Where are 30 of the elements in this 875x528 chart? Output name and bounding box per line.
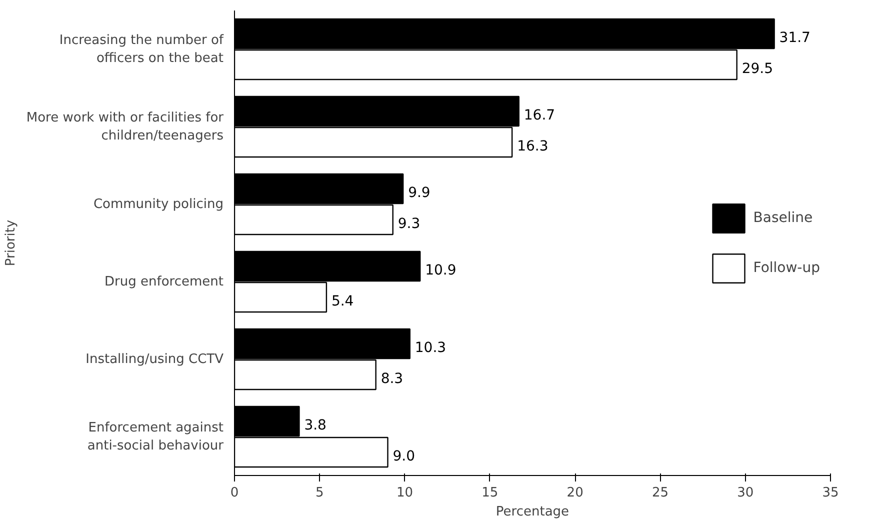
data-label: 5.4 — [331, 293, 354, 310]
y-tick-label: Installing/using CCTV — [86, 352, 224, 367]
x-tick-label: 5 — [316, 486, 324, 500]
x-tick-label: 20 — [566, 486, 584, 500]
y-tick-label: Enforcement against anti-social behaviour — [87, 420, 224, 454]
data-label: 9.3 — [398, 216, 420, 232]
x-axis-title: Percentage — [496, 504, 570, 520]
y-tick-label: Increasing the number of officers on the beat — [59, 32, 224, 66]
x-tick-label: 30 — [737, 486, 754, 500]
data-label: 9.0 — [392, 448, 416, 464]
x-tick-label: 15 — [482, 486, 498, 500]
data-label: 31.7 — [779, 30, 810, 46]
legend-label: Baseline — [753, 210, 813, 226]
y-tick-label: Drug enforcement — [104, 274, 224, 290]
x-tick-label: 35 — [822, 486, 839, 500]
data-label: 16.3 — [517, 138, 548, 154]
data-label: 3.8 — [304, 417, 326, 434]
x-tick-label: 10 — [396, 486, 414, 500]
data-label: 29.5 — [742, 60, 774, 77]
data-label: 16.7 — [524, 107, 556, 124]
data-label: 10.9 — [425, 262, 456, 278]
y-axis-title: Priority — [3, 220, 18, 266]
x-tick-label: 25 — [652, 486, 668, 500]
data-label: 10.3 — [414, 340, 446, 356]
legend-label: Follow-up — [753, 260, 820, 276]
data-label: 9.9 — [408, 184, 430, 201]
y-tick-label: More work with or facilities for children/teenagers — [26, 110, 224, 144]
data-label: 8.3 — [380, 370, 404, 387]
x-tick-label: 0 — [230, 486, 239, 500]
y-tick-label: Community policing — [93, 196, 224, 212]
